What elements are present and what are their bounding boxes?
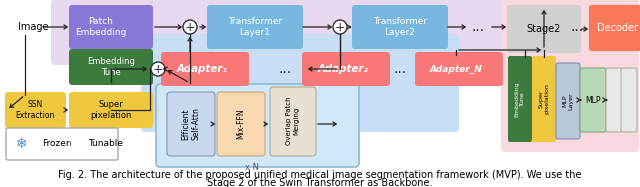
Text: SSN
Extraction: SSN Extraction xyxy=(15,100,54,120)
Circle shape xyxy=(151,62,165,76)
Text: Tunable: Tunable xyxy=(88,140,123,148)
FancyBboxPatch shape xyxy=(302,52,390,86)
FancyBboxPatch shape xyxy=(207,5,303,49)
Text: Frozen: Frozen xyxy=(42,140,72,148)
FancyBboxPatch shape xyxy=(69,5,153,49)
Text: ❄: ❄ xyxy=(16,137,28,151)
Text: Fig. 2. The architecture of the proposed unified medical image segmentation fram: Fig. 2. The architecture of the proposed… xyxy=(58,170,582,180)
FancyBboxPatch shape xyxy=(532,56,556,142)
FancyBboxPatch shape xyxy=(69,92,153,128)
Text: Embedding
Tune: Embedding Tune xyxy=(87,57,135,77)
Text: MLP: MLP xyxy=(585,96,601,105)
FancyBboxPatch shape xyxy=(6,128,118,160)
FancyBboxPatch shape xyxy=(589,5,640,51)
FancyBboxPatch shape xyxy=(167,92,215,156)
Text: Transformer
Layer2: Transformer Layer2 xyxy=(373,17,427,37)
FancyBboxPatch shape xyxy=(508,56,532,142)
Text: Embedding
Tune: Embedding Tune xyxy=(515,81,525,117)
FancyBboxPatch shape xyxy=(507,5,581,53)
FancyBboxPatch shape xyxy=(352,5,448,49)
FancyBboxPatch shape xyxy=(621,68,637,132)
Text: Efficient
Self-Attn: Efficient Self-Attn xyxy=(181,108,201,140)
FancyBboxPatch shape xyxy=(270,87,316,156)
Text: Stage2: Stage2 xyxy=(527,24,561,34)
FancyBboxPatch shape xyxy=(69,49,153,85)
Text: Super
pixelation: Super pixelation xyxy=(539,84,549,114)
FancyBboxPatch shape xyxy=(415,52,503,86)
Text: ...: ... xyxy=(472,20,484,34)
FancyBboxPatch shape xyxy=(161,52,249,86)
Text: Patch
Embedding: Patch Embedding xyxy=(76,17,127,37)
Text: +: + xyxy=(153,62,163,76)
Text: Decoder: Decoder xyxy=(598,23,639,33)
FancyBboxPatch shape xyxy=(217,92,265,156)
Text: Image: Image xyxy=(18,22,49,32)
FancyBboxPatch shape xyxy=(156,84,359,167)
Text: Adapter₂: Adapter₂ xyxy=(317,64,369,74)
Text: 🔥: 🔥 xyxy=(68,137,76,151)
Text: x N: x N xyxy=(245,163,259,172)
FancyBboxPatch shape xyxy=(141,34,459,132)
FancyBboxPatch shape xyxy=(556,63,580,139)
Text: ...: ... xyxy=(570,20,584,34)
FancyBboxPatch shape xyxy=(51,0,519,65)
Text: Super
pixelation: Super pixelation xyxy=(90,100,132,120)
FancyBboxPatch shape xyxy=(580,68,606,132)
Circle shape xyxy=(333,20,347,34)
Text: Overlap Patch
Merging: Overlap Patch Merging xyxy=(287,97,300,145)
FancyBboxPatch shape xyxy=(501,0,639,152)
Text: Mix-FFN: Mix-FFN xyxy=(237,109,246,139)
Text: +: + xyxy=(335,21,346,33)
Text: ...: ... xyxy=(278,62,292,76)
Text: ...: ... xyxy=(394,62,406,76)
Circle shape xyxy=(183,20,197,34)
FancyBboxPatch shape xyxy=(606,68,622,132)
Text: +: + xyxy=(185,21,195,33)
Text: Adapter₁: Adapter₁ xyxy=(177,64,227,74)
Text: MLP
Layer: MLP Layer xyxy=(563,92,573,110)
FancyBboxPatch shape xyxy=(5,92,66,128)
Text: Transformer
Layer1: Transformer Layer1 xyxy=(228,17,282,37)
Text: Adapter_N: Adapter_N xyxy=(429,65,483,73)
Text: Stage 2 of the Swin Transformer as Backbone.: Stage 2 of the Swin Transformer as Backb… xyxy=(207,178,433,187)
